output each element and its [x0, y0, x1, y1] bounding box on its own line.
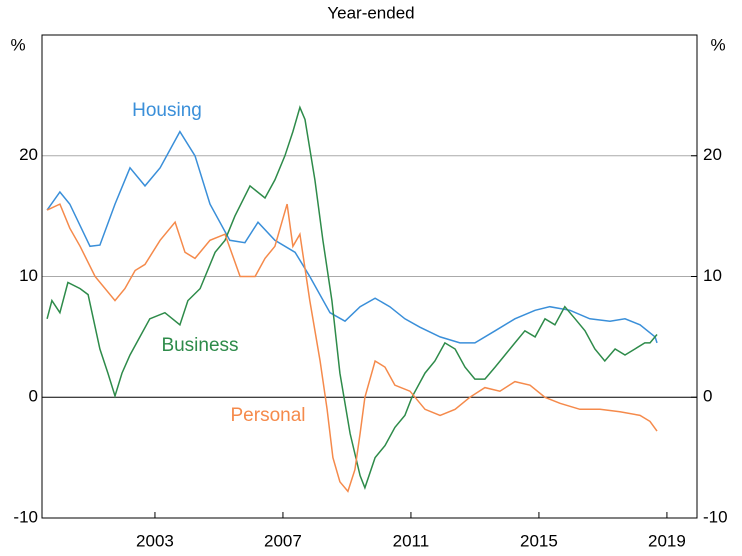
y-tick-label: -10: [13, 507, 38, 526]
chart-title: Year-ended: [327, 3, 414, 22]
y2-tick-label: 20: [703, 145, 722, 164]
y2-tick-label: 0: [703, 387, 712, 406]
x-tick-label: 2019: [648, 531, 686, 550]
x-tick-label: 2007: [264, 531, 302, 550]
x-tick-label: 2003: [136, 531, 174, 550]
series-label: Housing: [132, 100, 202, 121]
series-line: [46, 203, 658, 493]
y-tick-label: 20: [19, 145, 38, 164]
plot-frame: [41, 34, 698, 519]
series-line: [46, 130, 658, 344]
y2-axis-label: %: [710, 35, 725, 54]
y2-tick-label: 10: [703, 266, 722, 285]
series-label: Personal: [231, 405, 306, 426]
y-tick-label: 0: [29, 387, 38, 406]
series-line: [46, 105, 658, 490]
x-tick-label: 2011: [393, 531, 430, 550]
x-tick-label: 2015: [520, 531, 558, 550]
y2-tick-label: -10: [703, 507, 728, 526]
y-tick-label: 10: [19, 266, 38, 285]
y-axis-label: %: [10, 35, 25, 54]
series-label: Business: [161, 335, 238, 356]
